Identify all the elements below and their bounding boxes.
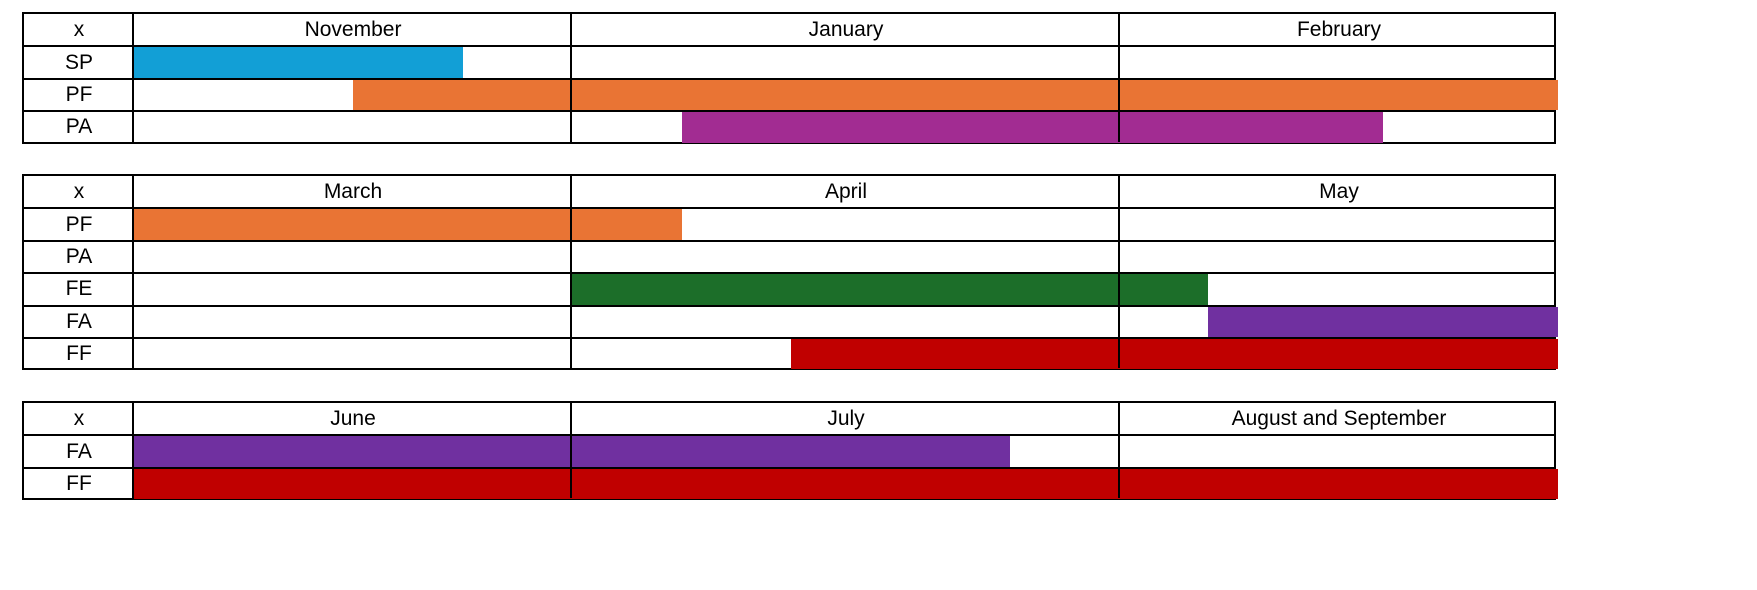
- task-bar-pa: [681, 112, 1383, 143]
- task-bar-ff: [791, 339, 1558, 370]
- column-divider: [570, 176, 572, 369]
- period-header: April: [824, 180, 867, 204]
- row-divider: [24, 337, 1554, 339]
- task-label: PF: [65, 82, 93, 106]
- task-label: FA: [66, 439, 92, 463]
- row-divider: [24, 207, 1554, 210]
- period-header: January: [808, 18, 884, 42]
- period-header: August and September: [1231, 407, 1447, 431]
- task-label: FA: [66, 309, 92, 333]
- task-bar-ff: [134, 468, 1558, 500]
- corner-label: x: [73, 407, 85, 431]
- column-divider: [1118, 403, 1120, 499]
- period-header: March: [323, 180, 383, 204]
- task-label: SP: [64, 50, 93, 74]
- period-header: May: [1319, 180, 1359, 204]
- task-bar-pf: [134, 209, 682, 240]
- task-label: FE: [65, 277, 93, 301]
- column-divider: [132, 403, 134, 499]
- period-header: June: [330, 407, 376, 431]
- column-divider: [1118, 14, 1120, 142]
- period-header: February: [1296, 18, 1382, 42]
- row-divider: [24, 77, 1554, 80]
- row-divider: [24, 434, 1554, 437]
- row-divider: [24, 45, 1554, 48]
- task-label: PA: [65, 244, 93, 268]
- row-divider: [24, 466, 1554, 469]
- corner-label: x: [73, 180, 85, 204]
- gantt-panel-2: x March April May PF PA FE FA FF: [22, 174, 1558, 371]
- gantt-panel-1: x November January February SP PF PA: [22, 12, 1558, 144]
- period-header: July: [827, 407, 865, 431]
- row-divider: [24, 304, 1554, 307]
- column-divider: [570, 14, 572, 142]
- column-divider: [132, 176, 134, 369]
- task-bar-sp: [134, 47, 463, 78]
- task-label: FF: [66, 471, 92, 495]
- task-bar-pf: [353, 79, 1558, 111]
- period-header: November: [304, 18, 402, 42]
- task-label: PF: [65, 212, 93, 236]
- row-divider: [24, 272, 1554, 275]
- column-divider: [132, 14, 134, 142]
- column-divider: [1118, 176, 1120, 369]
- task-bar-fe: [572, 274, 1208, 305]
- corner-label: x: [73, 18, 85, 42]
- task-label: PA: [65, 115, 93, 139]
- task-label: FF: [66, 342, 92, 366]
- task-bar-fa: [1207, 306, 1558, 337]
- gantt-panel-3: x June July August and September FA FF: [22, 401, 1558, 501]
- row-divider: [24, 239, 1554, 242]
- column-divider: [570, 403, 572, 499]
- task-bar-fa: [134, 436, 1011, 467]
- row-divider: [24, 110, 1554, 113]
